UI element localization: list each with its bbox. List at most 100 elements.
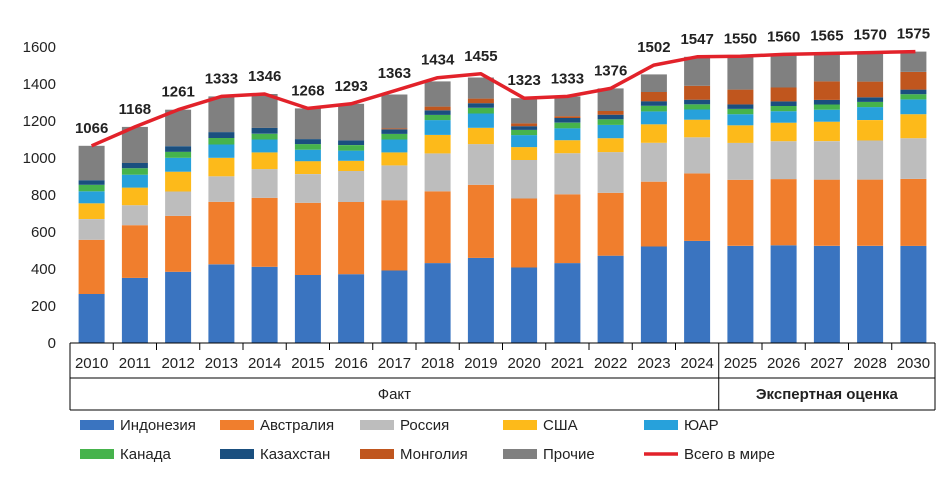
bar-segment [424,110,451,115]
bar-segment [467,107,494,114]
bar-segment [511,147,538,160]
bar-segment [813,81,840,100]
bar-segment [338,103,365,141]
bar-segment [727,104,754,109]
bar-segment [684,173,711,241]
total-label: 1346 [248,68,281,85]
bar-segment [251,169,278,198]
bar-segment [208,201,235,265]
bar-segment [467,184,494,258]
legend-swatch [503,420,537,430]
bar-segment [251,127,278,134]
bar-segment [554,140,581,154]
bar-segment [251,197,278,267]
bar-segment [208,157,235,177]
total-label: 1268 [291,82,324,99]
y-tick-label: 600 [31,224,56,241]
legend-label: Россия [400,417,449,434]
x-tick-label: 2019 [464,355,497,372]
bar-segment [597,138,624,153]
legend-swatch [220,420,254,430]
bar-segment [597,152,624,193]
bar-segment [78,180,105,185]
bar-segment [208,264,235,343]
bar-segment [294,161,321,174]
bar-segment [78,145,105,181]
bar-segment [78,219,105,240]
x-tick-label: 2016 [334,355,367,372]
total-label: 1333 [205,70,238,87]
total-label: 1363 [378,65,411,82]
bar-segment [813,53,840,82]
y-tick-label: 400 [31,261,56,278]
bar-segment [294,139,321,145]
bar-segment [251,139,278,153]
bar-segment [511,123,538,127]
legend-label-total: Всего в мире [684,446,775,463]
bar-segment [554,153,581,195]
bar-segment [208,96,235,133]
bar-segment [208,132,235,138]
bar-segment [78,191,105,204]
bar-segment [684,99,711,105]
bar-segment [467,257,494,343]
bar-segment [294,149,321,162]
bar-segment [78,239,105,294]
x-tick-label: 2010 [75,355,108,372]
bar-segment [813,99,840,105]
total-label: 1547 [680,31,713,48]
group-label-forecast: Экспертная оценка [756,386,899,403]
bar-segment [857,120,884,141]
bar-segment [78,184,105,192]
bar-segment [511,198,538,268]
total-label: 1502 [637,39,670,56]
bar-segment [684,137,711,174]
bar-segment [640,111,667,125]
bar-segment [857,81,884,98]
bar-segment [684,240,711,343]
total-label: 1168 [119,101,152,118]
bar-segment [770,101,797,106]
bar-segment [684,104,711,110]
x-tick-label: 2018 [421,355,454,372]
bar-segment [597,114,624,120]
bar-segment [251,133,278,140]
bar-segment [597,255,624,343]
bar-segment [381,270,408,343]
group-label-fact: Факт [378,386,411,403]
bar-segment [684,119,711,138]
y-tick-label: 1400 [23,76,56,93]
total-label: 1575 [897,26,930,43]
legend-label: Казахстан [260,446,330,463]
bar-segment [640,124,667,143]
x-tick-label: 2030 [897,355,930,372]
bar-segment [424,263,451,343]
bar-segment [338,274,365,343]
bar-segment [165,191,192,216]
total-label: 1333 [551,70,584,87]
bar-segment [813,121,840,142]
bar-segment [640,142,667,182]
bar-segment [338,140,365,145]
bar-segment [684,56,711,86]
bar-segment [165,151,192,158]
bar-segment [640,105,667,112]
bar-segment [251,152,278,170]
x-tick-label: 2026 [767,355,800,372]
bar-segment [857,245,884,343]
bar-segment [554,96,581,117]
legend-label: США [543,417,578,434]
bar-segment [900,94,927,100]
legend-swatch [503,449,537,459]
x-tick-label: 2022 [594,355,627,372]
bar-segment [121,277,148,343]
x-tick-label: 2011 [119,355,151,372]
bar-segment [554,116,581,118]
legend-label: Монголия [400,446,468,463]
bar-segment [78,203,105,219]
x-tick-label: 2012 [161,355,194,372]
bar-segment [338,150,365,161]
bar-segment [294,202,321,275]
bar-segment [597,88,624,111]
x-tick-label: 2020 [507,355,540,372]
